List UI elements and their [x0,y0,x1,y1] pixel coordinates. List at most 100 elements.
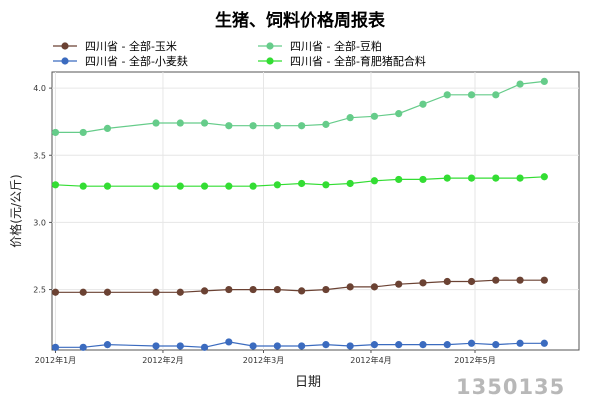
data-point [492,276,500,284]
data-point [273,181,281,189]
data-point [200,182,209,190]
data-point [152,119,160,127]
data-point [322,341,330,349]
data-point [419,100,427,108]
data-point [51,288,60,296]
data-point [176,288,184,296]
data-point [51,343,60,351]
data-point [225,182,233,190]
series-line [55,279,545,293]
y-axis-ticks: 2.5 3.0 3.5 4.0 [33,84,52,295]
data-point [395,280,403,288]
data-point [79,288,87,296]
data-point [176,342,184,350]
data-point [492,91,500,99]
data-point [346,179,354,188]
data-point [395,341,403,349]
legend-label: 四川省 - 全部-玉米 [85,39,177,53]
data-point [443,341,451,349]
x-axis-title: 日期 [295,375,321,390]
data-point [370,177,379,185]
data-point [492,341,500,349]
data-point [516,174,524,182]
data-point [103,124,112,133]
data-point [540,339,548,347]
data-point [516,339,524,347]
legend-marker [266,42,274,50]
y-tick-label: 3.0 [33,218,46,227]
legend-item: 四川省 - 全部-育肥猪配合料 [258,54,426,68]
series-1 [51,77,548,137]
series-2 [51,338,548,351]
data-point [152,342,160,350]
data-point [443,91,451,99]
data-point [273,285,281,294]
data-point [322,285,330,294]
data-point [443,174,451,182]
data-point [516,276,524,284]
y-axis-title: 价格(元/公斤) [8,174,23,247]
data-point [176,182,184,190]
data-point [200,343,209,351]
data-point [540,77,548,86]
series-line [55,341,545,348]
data-point [225,285,233,294]
data-point [298,287,306,295]
data-point [103,341,112,349]
data-point [516,80,524,88]
series-line [55,176,545,187]
data-point [103,288,112,296]
legend-item: 四川省 - 全部-豆粕 [258,39,382,53]
plot-area [51,71,580,351]
series-line [55,80,545,133]
data-point [249,342,257,350]
data-point [51,181,60,189]
series-group [51,77,548,351]
data-point [51,128,60,137]
watermark-logo: 1350135 [456,375,565,399]
series-3 [51,173,548,190]
legend-item: 四川省 - 全部-玉米 [53,39,177,53]
x-tick-label: 2012年3月 [243,355,284,365]
data-point [225,338,233,346]
data-point [298,342,306,350]
data-point [370,341,379,349]
legend-item: 四川省 - 全部-小麦麸 [53,54,188,68]
data-point [419,279,427,287]
series-0 [51,276,548,296]
data-point [370,112,379,120]
data-point [298,122,306,130]
legend-label: 四川省 - 全部-豆粕 [290,39,382,53]
legend-marker [61,42,69,50]
data-point [152,182,160,190]
data-point [273,342,281,350]
legend-label: 四川省 - 全部-小麦麸 [85,54,188,68]
x-axis-ticks: 2012年1月 2012年2月 2012年3月 2012年4月 2012年5月 [35,350,496,365]
data-point [346,283,354,291]
data-point [419,341,427,349]
data-point [395,175,403,184]
data-point [370,283,379,291]
x-tick-label: 2012年4月 [350,355,391,365]
legend-label: 四川省 - 全部-育肥猪配合料 [290,54,426,68]
data-point [79,182,87,190]
data-point [467,91,476,99]
data-point [225,122,233,130]
data-point [103,182,112,190]
data-point [176,119,184,127]
data-point [322,120,330,128]
y-tick-label: 4.0 [33,84,46,93]
data-point [79,343,87,351]
data-point [79,128,87,137]
data-point [346,114,354,122]
data-point [467,277,476,286]
x-tick-label: 2012年2月 [142,355,183,365]
x-tick-label: 2012年1月 [35,355,76,365]
y-tick-label: 3.5 [33,151,46,160]
data-point [298,179,306,188]
data-point [467,174,476,182]
data-point [419,175,427,184]
data-point [273,122,281,130]
